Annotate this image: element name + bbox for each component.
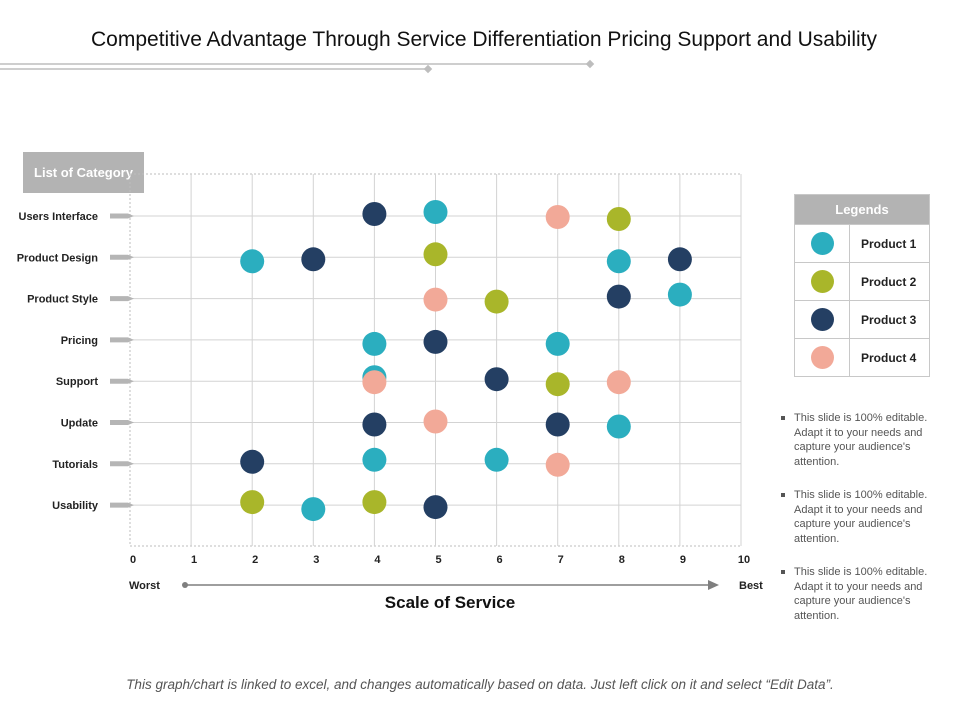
category-label: Product Design (17, 252, 99, 264)
data-point-product-1 (362, 447, 387, 472)
scale-arrow-start (182, 582, 188, 588)
data-point-product-4 (545, 452, 570, 477)
category-label: Product Style (27, 294, 98, 306)
legend-table: Legends Product 1 Product 2 Product 3 Pr… (794, 194, 930, 377)
legend-label-product-1: Product 1 (861, 236, 917, 251)
x-tick-label: 10 (738, 554, 750, 566)
data-point-product-2 (545, 372, 570, 397)
data-point-product-3 (545, 412, 570, 437)
note-item: This slide is 100% editable. Adapt it to… (780, 565, 940, 623)
x-tick-label: 6 (497, 554, 503, 566)
category-arrow (110, 420, 134, 425)
category-arrow (110, 296, 134, 302)
data-point-product-3 (362, 202, 387, 226)
legend-label-product-3: Product 3 (861, 312, 917, 327)
legend-swatch-product-1 (810, 232, 834, 255)
scale-arrow-head (708, 580, 719, 590)
category-label: Pricing (61, 335, 98, 347)
data-point-product-3 (606, 284, 631, 309)
data-point-product-1 (667, 282, 692, 307)
legend-label-product-4: Product 4 (861, 350, 917, 365)
category-label: Update (61, 418, 98, 430)
data-point-product-4 (606, 370, 631, 395)
category-label: Usability (52, 500, 99, 512)
data-point-product-2 (362, 490, 387, 515)
data-point-product-2 (240, 490, 265, 515)
data-point-product-4 (423, 287, 448, 312)
x-tick-label: 7 (558, 554, 564, 566)
data-point-product-2 (484, 289, 509, 314)
category-header: List of Category (23, 152, 144, 193)
x-tick-label: 5 (435, 554, 441, 566)
scale-best-label: Best (739, 580, 763, 592)
data-point-product-3 (423, 495, 448, 520)
data-point-product-1 (301, 497, 326, 522)
category-arrow (110, 378, 134, 384)
data-point-product-3 (423, 329, 448, 354)
category-arrow (110, 502, 134, 508)
legend-row-product-1: Product 1 (795, 224, 929, 262)
data-point-product-1 (484, 447, 509, 472)
data-point-product-1 (606, 414, 631, 439)
category-label: Tutorials (52, 459, 98, 471)
data-point-product-3 (301, 247, 326, 272)
category-label: Support (56, 376, 98, 388)
x-tick-label: 4 (374, 554, 381, 566)
legend-label-product-2: Product 2 (861, 274, 917, 289)
notes-list: This slide is 100% editable. Adapt it to… (780, 411, 940, 642)
x-tick-label: 0 (130, 554, 136, 566)
scale-worst-label: Worst (129, 580, 160, 592)
legend-row-product-2: Product 2 (795, 262, 929, 300)
data-point-product-3 (240, 449, 265, 474)
category-arrow (110, 461, 134, 467)
legend-row-product-4: Product 4 (795, 338, 929, 376)
x-axis-title: Scale of Service (385, 593, 515, 612)
title-underline-decoration (0, 59, 595, 74)
data-point-product-4 (362, 370, 387, 395)
x-tick-label: 2 (252, 554, 258, 566)
category-label: Users Interface (19, 211, 99, 223)
legend-swatch-product-3 (810, 308, 834, 331)
x-tick-label: 1 (191, 554, 197, 566)
data-point-product-1 (362, 331, 387, 356)
data-point-product-3 (667, 247, 692, 272)
legend-title: Legends (795, 195, 929, 224)
x-tick-label: 9 (680, 554, 686, 566)
dot-chart: Users Interface Product Design Product Sty… (17, 173, 763, 612)
category-arrow (110, 337, 134, 343)
note-item: This slide is 100% editable. Adapt it to… (780, 411, 940, 469)
legend-row-product-3: Product 3 (795, 300, 929, 338)
legend-swatch-product-2 (810, 270, 834, 293)
page-title: Competitive Advantage Through Service Di… (91, 28, 877, 51)
x-tick-label: 8 (619, 554, 625, 566)
data-point-product-3 (362, 412, 387, 437)
data-point-product-1 (423, 200, 448, 224)
data-point-product-1 (545, 331, 570, 356)
note-item: This slide is 100% editable. Adapt it to… (780, 488, 940, 546)
data-point-product-2 (423, 242, 448, 267)
category-arrow (110, 213, 134, 219)
x-tick-label: 3 (313, 554, 319, 566)
legend-swatch-product-4 (810, 346, 834, 369)
data-point-product-1 (606, 249, 631, 274)
category-arrow (110, 254, 134, 260)
footer-note: This graph/chart is linked to excel, and… (126, 677, 834, 692)
data-point-product-4 (545, 205, 570, 229)
data-point-product-1 (240, 249, 265, 274)
data-point-product-2 (606, 207, 631, 231)
data-point-product-4 (423, 409, 448, 434)
data-point-product-3 (484, 367, 509, 392)
